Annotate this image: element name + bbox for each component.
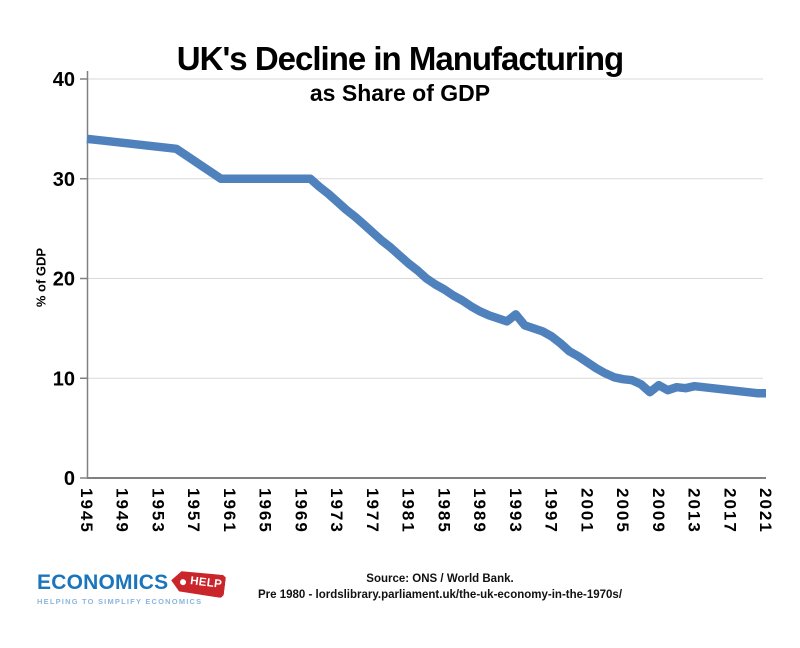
x-axis-label-2021: 2021 — [756, 488, 775, 534]
x-axis-label-1981: 1981 — [399, 488, 418, 534]
x-axis-label-1961: 1961 — [220, 488, 239, 534]
y-axis-label-40: 40 — [53, 69, 75, 91]
x-axis-label-2017: 2017 — [720, 488, 739, 534]
x-axis-label-1985: 1985 — [434, 488, 453, 534]
tag-hole-icon — [180, 578, 187, 585]
x-axis-label-2001: 2001 — [577, 488, 596, 534]
x-axis-label-1945: 1945 — [77, 488, 96, 534]
y-axis-title: % of GDP — [33, 247, 49, 308]
chart-title: UK's Decline in Manufacturing — [176, 40, 624, 77]
economics-help-logo: ECONOMICS HELP HELPING TO SIMPLIFY ECONO… — [37, 571, 227, 606]
x-axis-label-2009: 2009 — [649, 488, 668, 534]
y-axis-label-10: 10 — [53, 368, 75, 390]
y-axis-label-30: 30 — [53, 169, 75, 191]
x-axis-label-1997: 1997 — [542, 488, 561, 534]
chart-subtitle: as Share of GDP — [309, 80, 491, 106]
source-line-1: Source: ONS / World Bank. — [366, 573, 514, 585]
logo-tagline: HELPING TO SIMPLIFY ECONOMICS — [37, 597, 203, 606]
x-axis-label-1977: 1977 — [363, 488, 382, 534]
x-axis-label-1993: 1993 — [506, 488, 525, 534]
x-axis-label-1957: 1957 — [184, 488, 203, 534]
x-axis-label-2013: 2013 — [685, 488, 704, 534]
x-axis-label-2005: 2005 — [613, 488, 632, 534]
logo-tag-text: HELP — [189, 575, 223, 591]
x-axis-label-1989: 1989 — [470, 488, 489, 534]
x-axis-label-1973: 1973 — [327, 488, 346, 534]
y-axis-label-20: 20 — [53, 269, 75, 291]
line-chart-plot-area: 0 10 20 30 40 1945 1949 1953 1957 1961 1965 1969 197… — [53, 69, 775, 534]
manufacturing-share-line — [86, 134, 766, 398]
x-axis-label-1949: 1949 — [113, 488, 132, 534]
source-line-2: Pre 1980 - lordslibrary.parliament.uk/th… — [257, 589, 623, 601]
logo-brand-text: ECONOMICS — [37, 571, 169, 594]
x-axis-label-1965: 1965 — [256, 488, 275, 534]
x-axis-label-1969: 1969 — [291, 488, 310, 534]
y-axis-label-0: 0 — [64, 468, 75, 490]
logo-price-tag-icon: HELP — [170, 569, 226, 598]
source-note: Source: ONS / World Bank. Pre 1980 - lor… — [200, 571, 680, 603]
x-axis-label-1953: 1953 — [148, 488, 167, 534]
